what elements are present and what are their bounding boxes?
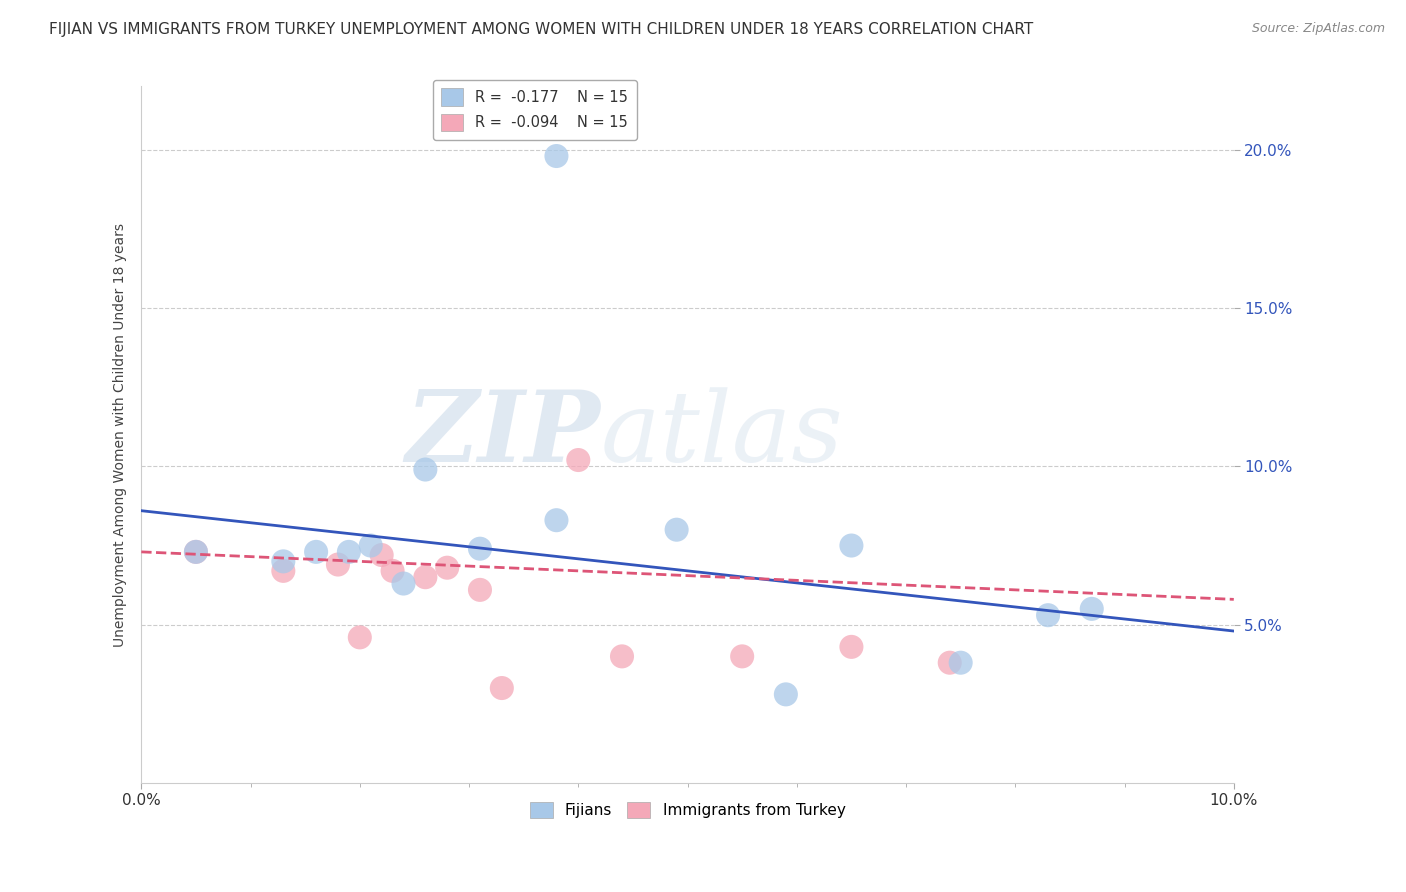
- Point: [491, 681, 513, 695]
- Point: [415, 570, 437, 584]
- Point: [610, 649, 633, 664]
- Point: [273, 554, 295, 568]
- Point: [665, 523, 688, 537]
- Point: [337, 545, 360, 559]
- Point: [349, 631, 371, 645]
- Point: [360, 539, 382, 553]
- Y-axis label: Unemployment Among Women with Children Under 18 years: Unemployment Among Women with Children U…: [114, 223, 128, 647]
- Legend: Fijians, Immigrants from Turkey: Fijians, Immigrants from Turkey: [523, 796, 852, 824]
- Point: [468, 541, 491, 556]
- Point: [546, 513, 568, 527]
- Point: [468, 582, 491, 597]
- Point: [1036, 608, 1059, 623]
- Point: [326, 558, 349, 572]
- Point: [381, 564, 404, 578]
- Point: [184, 545, 207, 559]
- Point: [841, 539, 863, 553]
- Point: [370, 548, 392, 562]
- Text: Source: ZipAtlas.com: Source: ZipAtlas.com: [1251, 22, 1385, 36]
- Point: [731, 649, 754, 664]
- Point: [436, 560, 458, 574]
- Point: [184, 545, 207, 559]
- Point: [415, 462, 437, 476]
- Point: [273, 564, 295, 578]
- Point: [567, 453, 589, 467]
- Point: [775, 687, 797, 701]
- Point: [938, 656, 960, 670]
- Text: atlas: atlas: [600, 387, 844, 483]
- Point: [546, 149, 568, 163]
- Point: [949, 656, 972, 670]
- Point: [305, 545, 328, 559]
- Point: [1081, 602, 1104, 616]
- Text: ZIP: ZIP: [405, 386, 600, 483]
- Point: [841, 640, 863, 654]
- Text: FIJIAN VS IMMIGRANTS FROM TURKEY UNEMPLOYMENT AMONG WOMEN WITH CHILDREN UNDER 18: FIJIAN VS IMMIGRANTS FROM TURKEY UNEMPLO…: [49, 22, 1033, 37]
- Point: [392, 576, 415, 591]
